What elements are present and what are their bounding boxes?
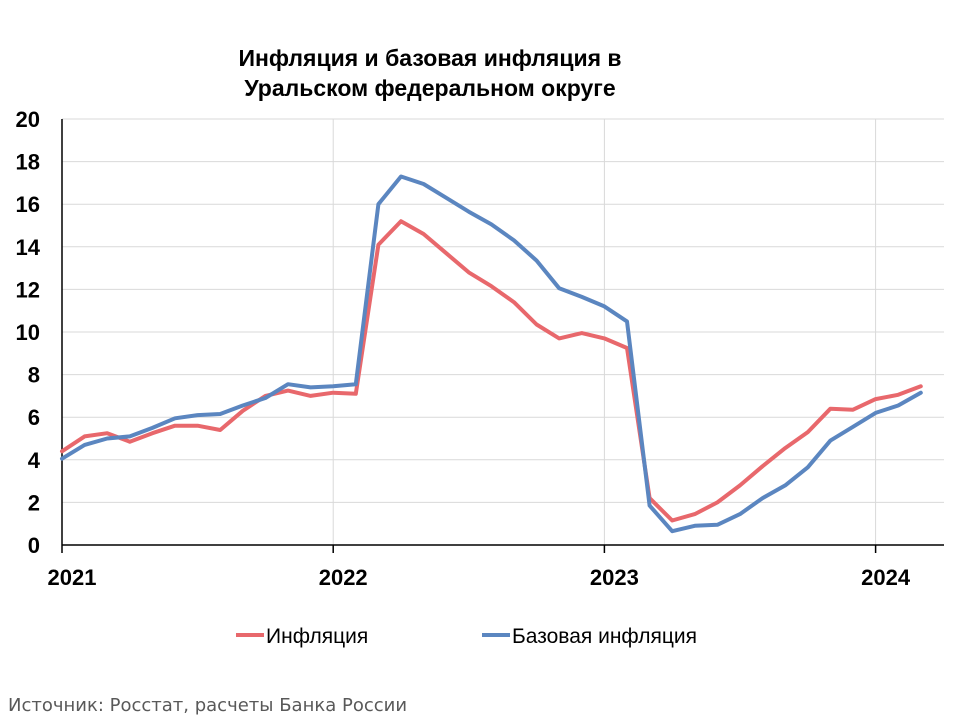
x-axis-ticks: 2021 2022 2023 2024 (48, 565, 911, 590)
y-tick-label: 8 (28, 363, 40, 388)
legend-label: Базовая инфляция (512, 625, 697, 648)
chart-title-line-1: Инфляция и базовая инфляция в (238, 45, 621, 71)
legend-label: Инфляция (266, 625, 368, 648)
chart-axes (61, 119, 944, 553)
x-tick-label: 2024 (861, 565, 911, 590)
chart-series (60, 174, 923, 534)
x-tick-label: 2021 (48, 565, 97, 590)
y-tick-label: 10 (16, 320, 40, 345)
y-tick-label: 2 (28, 490, 40, 515)
y-tick-label: 0 (28, 533, 40, 558)
y-tick-label: 12 (16, 277, 40, 302)
series-line-inflation (60, 219, 923, 523)
y-tick-label: 14 (16, 235, 41, 260)
y-axis-ticks: 0 2 4 6 8 10 12 14 16 18 20 (16, 107, 41, 558)
chart-legend: Инфляция Базовая инфляция (236, 625, 697, 648)
chart-title: Инфляция и базовая инфляция в Уральском ф… (238, 45, 621, 101)
chart-title-line-2: Уральском федеральном округе (244, 75, 615, 101)
x-tick-label: 2022 (319, 565, 368, 590)
y-tick-label: 20 (16, 107, 40, 132)
y-tick-label: 16 (16, 192, 40, 217)
x-tick-label: 2023 (590, 565, 639, 590)
y-tick-label: 18 (16, 150, 40, 175)
y-tick-label: 6 (28, 405, 40, 430)
series-line-core-inflation (60, 174, 923, 534)
y-tick-label: 4 (28, 448, 41, 473)
source-note: Источник: Росстат, расчеты Банка России (8, 695, 407, 716)
chart-grid (62, 118, 944, 545)
